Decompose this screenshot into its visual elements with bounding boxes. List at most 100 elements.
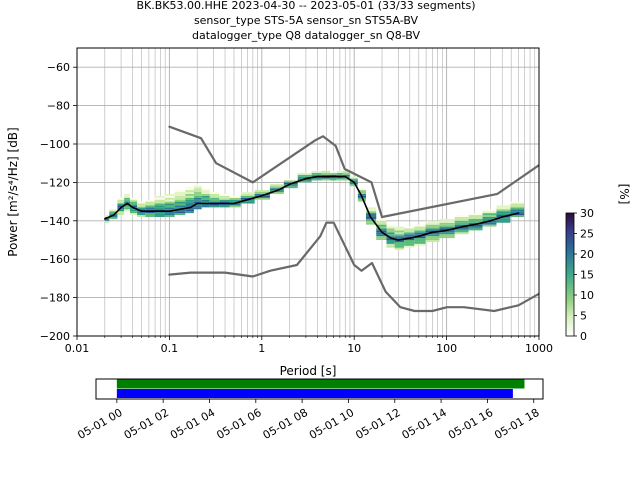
density-cell: [468, 215, 483, 217]
nhnm-curve: [168, 125, 539, 219]
density-cell: [164, 213, 175, 216]
y-tick-label: −80: [47, 100, 70, 113]
density-cell: [394, 234, 405, 237]
density-cell: [229, 203, 241, 206]
density-cell: [201, 205, 210, 208]
density-cell: [145, 209, 155, 212]
density-cell: [254, 195, 270, 198]
density-cell: [129, 201, 138, 204]
density-cell: [394, 228, 405, 231]
density-cell: [193, 203, 202, 206]
density-cell: [219, 201, 230, 204]
density-cell: [154, 213, 165, 216]
density-cell: [311, 176, 322, 179]
density-cell: [414, 240, 426, 242]
density-cell: [297, 180, 312, 183]
density-cell: [137, 205, 146, 208]
density-cell: [201, 201, 210, 204]
density-cell: [164, 215, 175, 217]
density-cell: [376, 232, 387, 235]
density-cell: [283, 184, 298, 187]
density-cell: [209, 205, 220, 208]
density-cell: [193, 199, 202, 202]
density-cell: [482, 215, 497, 217]
density-cell: [439, 220, 455, 223]
density-cell: [154, 195, 165, 198]
density-cell: [454, 222, 469, 225]
x-tick-label: 0.1: [161, 342, 179, 355]
density-cell: [394, 245, 405, 248]
density-cell: [376, 236, 387, 239]
density-cell: [185, 205, 194, 208]
density-cell: [137, 215, 146, 217]
density-cell: [209, 201, 220, 204]
density-cell: [365, 220, 377, 223]
density-cell: [240, 195, 255, 198]
density-cell: [117, 211, 125, 214]
density-cell: [386, 234, 395, 237]
density-cell: [124, 195, 130, 198]
density-cell: [510, 209, 525, 212]
density-cell: [349, 184, 358, 187]
density-cell: [145, 199, 155, 202]
y-axis-label: Power [m²/s⁴/Hz] [dB]: [6, 127, 20, 256]
density-cell: [404, 245, 415, 248]
density-cell: [124, 193, 130, 196]
density-cell: [342, 178, 350, 181]
density-cell: [404, 241, 415, 244]
density-cell: [174, 199, 186, 202]
density-cell: [425, 236, 440, 239]
density-cell: [209, 197, 220, 200]
density-cell: [414, 238, 426, 240]
y-tick-label: −160: [40, 253, 70, 266]
density-cell: [482, 209, 497, 212]
density-cell: [201, 188, 210, 191]
colorbar-ticks: 0 5 10 15 20 25 30: [574, 207, 594, 343]
timeline-tick-label: 05-01 00: [75, 406, 124, 442]
density-cell: [510, 205, 525, 208]
density-cell: [154, 203, 165, 206]
density-cell: [404, 238, 415, 240]
density-cell: [365, 213, 377, 216]
density-cell: [404, 230, 415, 233]
density-cell: [229, 199, 241, 202]
density-cell: [124, 207, 130, 210]
density-cell: [496, 220, 511, 223]
density-cell: [129, 209, 138, 212]
timeline-tick-label: 05-01 12: [353, 406, 402, 442]
density-cell: [185, 203, 194, 206]
y-tick-label: −100: [40, 138, 70, 151]
density-cell: [124, 211, 130, 214]
density-cell: [104, 215, 110, 217]
density-cell: [342, 170, 350, 173]
density-cell: [185, 211, 194, 214]
density-cell: [201, 192, 210, 194]
density-cell: [164, 201, 175, 204]
density-cell: [414, 224, 426, 227]
density-cell: [174, 197, 186, 200]
density-cell: [209, 193, 220, 196]
density-cell: [425, 222, 440, 225]
density-cell: [174, 205, 186, 208]
density-cell: [129, 205, 138, 208]
density-cell: [482, 218, 497, 221]
density-cell: [104, 220, 110, 223]
density-cell: [321, 174, 331, 177]
density-cell: [376, 222, 387, 225]
density-cell: [240, 193, 255, 196]
density-cell: [185, 195, 194, 198]
density-cell: [376, 226, 387, 229]
density-cell: [164, 195, 175, 198]
density-cell: [414, 226, 426, 229]
density-cell: [425, 230, 440, 233]
density-cell: [394, 226, 405, 229]
colorbar-label: [%]: [617, 184, 631, 205]
y-tick-label: −140: [40, 215, 70, 228]
density-cell: [468, 226, 483, 229]
y-tick-label: −200: [40, 330, 70, 343]
y-tick-label: −120: [40, 176, 70, 189]
density-cell: [454, 228, 469, 231]
density-cell: [193, 197, 202, 200]
timeline-tick-label: 05-01 18: [492, 406, 541, 442]
